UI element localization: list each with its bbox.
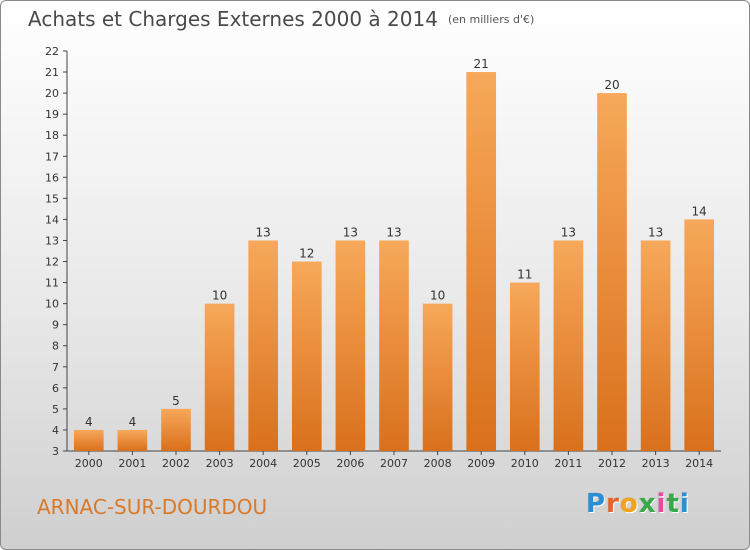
- bar-value-label: 11: [517, 268, 532, 282]
- bar-value-label: 10: [430, 289, 445, 303]
- y-tick-label: 11: [45, 277, 59, 290]
- bar-value-label: 5: [172, 394, 180, 408]
- bar-value-label: 21: [474, 57, 489, 71]
- logo-letter: t: [666, 489, 680, 519]
- logo-letter: i: [679, 489, 690, 519]
- x-tick-label: 2007: [380, 457, 408, 470]
- y-tick-label: 8: [52, 340, 59, 353]
- bar-value-label: 13: [256, 225, 271, 239]
- bar-value-label: 13: [386, 225, 401, 239]
- x-tick-label: 2013: [642, 457, 670, 470]
- y-tick-label: 19: [45, 108, 59, 121]
- y-tick-label: 16: [45, 171, 59, 184]
- bar-value-label: 4: [85, 415, 93, 429]
- logo-letter: P: [586, 489, 607, 519]
- chart-axes: 3 4 5 6 7 8 9 10 11 12 13 14 15 16 17 18 19 20 21 22 2000 200…: [45, 45, 721, 470]
- y-tick-label: 5: [52, 403, 59, 416]
- bar: [509, 282, 540, 451]
- commune-name: ARNAC-SUR-DOURDOU: [37, 495, 268, 519]
- logo-letter: x: [638, 489, 657, 519]
- chart-title-text: Achats et Charges Externes 2000 à 2014: [28, 7, 438, 31]
- chart-title: Achats et Charges Externes 2000 à 2014 (e…: [28, 7, 534, 31]
- y-tick-label: 21: [45, 66, 59, 79]
- x-tick-label: 2004: [249, 457, 277, 470]
- bar-value-label: 10: [212, 289, 227, 303]
- bar-value-label: 4: [129, 415, 137, 429]
- bar: [73, 429, 104, 451]
- bar-value-label: 14: [692, 204, 707, 218]
- x-tick-label: 2003: [206, 457, 234, 470]
- proxiti-logo: Proxiti: [586, 489, 690, 519]
- y-tick-label: 14: [45, 213, 59, 226]
- x-tick-label: 2006: [336, 457, 364, 470]
- y-tick-label: 9: [52, 319, 59, 332]
- y-tick-label: 7: [52, 361, 59, 374]
- y-tick-label: 4: [52, 424, 59, 437]
- y-tick-label: 18: [45, 129, 59, 142]
- x-tick-label: 2001: [118, 457, 146, 470]
- y-tick-label: 20: [45, 87, 59, 100]
- logo-letter: o: [619, 489, 639, 519]
- chart-subtitle: (en milliers d'€): [447, 13, 535, 26]
- bar: [684, 219, 715, 451]
- x-tick-label: 2005: [293, 457, 321, 470]
- bar: [379, 240, 409, 451]
- x-tick-label: 2014: [685, 457, 713, 470]
- bar: [597, 93, 627, 452]
- bar: [422, 303, 453, 451]
- logo-letter: r: [606, 489, 620, 519]
- bar: [553, 240, 584, 451]
- y-tick-label: 13: [45, 234, 59, 247]
- chart-bar-labels: 4 4 5 10 13 12 13 13 10 21 11 13 20 13 14: [85, 57, 707, 429]
- logo-letter: i: [656, 489, 667, 519]
- y-tick-label: 17: [45, 150, 59, 163]
- x-tick-label: 2010: [511, 457, 539, 470]
- bar: [335, 240, 366, 451]
- bar-value-label: 13: [561, 225, 576, 239]
- y-tick-label: 3: [52, 445, 59, 458]
- bar: [466, 72, 497, 451]
- y-tick-label: 6: [52, 382, 59, 395]
- bar-value-label: 12: [299, 247, 314, 261]
- x-tick-label: 2002: [162, 457, 190, 470]
- x-tick-label: 2012: [598, 457, 626, 470]
- x-tick-label: 2011: [554, 457, 582, 470]
- bar-value-label: 13: [648, 225, 663, 239]
- bar-value-label: 13: [343, 225, 358, 239]
- y-tick-label: 10: [45, 298, 59, 311]
- bar: [204, 303, 235, 451]
- x-tick-label: 2009: [467, 457, 495, 470]
- bar: [117, 429, 148, 451]
- y-tick-label: 15: [45, 192, 59, 205]
- bar: [161, 408, 191, 451]
- bar: [248, 240, 279, 451]
- y-tick-label: 12: [45, 256, 59, 269]
- y-tick-label: 22: [45, 45, 59, 58]
- bar-value-label: 20: [604, 78, 619, 92]
- bar: [640, 240, 671, 451]
- x-tick-label: 2000: [75, 457, 103, 470]
- x-tick-label: 2008: [424, 457, 452, 470]
- bar: [291, 261, 322, 451]
- chart-bars: [73, 72, 715, 452]
